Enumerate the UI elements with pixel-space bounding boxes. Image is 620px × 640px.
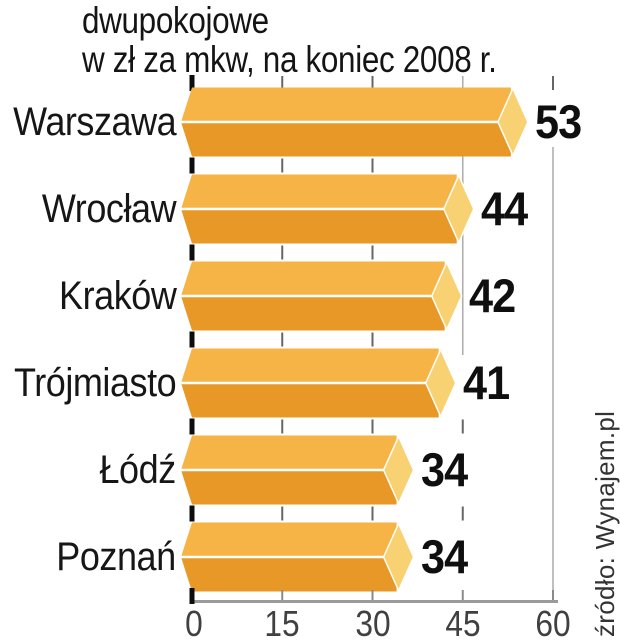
bar-end-cap xyxy=(382,435,415,505)
value-label: 42 xyxy=(468,269,516,322)
bar-end-cap xyxy=(382,522,415,592)
bar-top-face xyxy=(181,348,439,383)
bar-bottom-face xyxy=(181,209,457,244)
bar-top-face xyxy=(181,261,445,296)
category-label-pozna: Poznań xyxy=(56,535,177,579)
x-tick-label: 0 xyxy=(185,603,203,640)
value-label: 53 xyxy=(534,95,582,148)
bar-top-face xyxy=(181,522,397,557)
x-tick-label: 30 xyxy=(354,603,391,640)
value-label: 44 xyxy=(480,182,528,235)
x-tick-label: 60 xyxy=(535,603,571,640)
bar-bottom-face xyxy=(181,383,439,418)
bar-top-face xyxy=(181,87,511,122)
chart-title-line2: w zł za mkw, na koniec 2008 r. xyxy=(82,39,497,80)
bar-end-cap xyxy=(442,174,475,244)
value-label: 34 xyxy=(420,530,468,583)
value-label: 34 xyxy=(420,443,468,496)
bar-end-cap xyxy=(430,261,463,331)
x-tick-label: 45 xyxy=(445,603,481,640)
chart-title: dwupokojowe w zł za mkw, na koniec 2008 … xyxy=(82,1,497,79)
bar-top-face xyxy=(181,435,397,470)
bar-end-cap xyxy=(497,87,529,157)
bar-bottom-face xyxy=(181,122,511,157)
x-tick-label: 15 xyxy=(264,603,300,640)
category-label-trjmiasto: Trójmiasto xyxy=(13,361,177,405)
bar-end-cap xyxy=(424,348,457,418)
source-credit: źródło: Wynajem.pl xyxy=(590,410,620,637)
category-label-krakw: Kraków xyxy=(58,274,177,318)
bar-top-face xyxy=(181,174,457,209)
value-label: 41 xyxy=(462,356,510,409)
bar-bottom-face xyxy=(181,296,445,331)
bar-bottom-face xyxy=(181,470,397,505)
bar-bottom-face xyxy=(181,557,397,592)
chart-title-line1: dwupokojowe xyxy=(82,0,269,41)
category-label-warszawa: Warszawa xyxy=(12,100,177,144)
category-label-d: Łódź xyxy=(99,448,177,492)
category-label-wrocaw: Wrocław xyxy=(41,187,177,231)
